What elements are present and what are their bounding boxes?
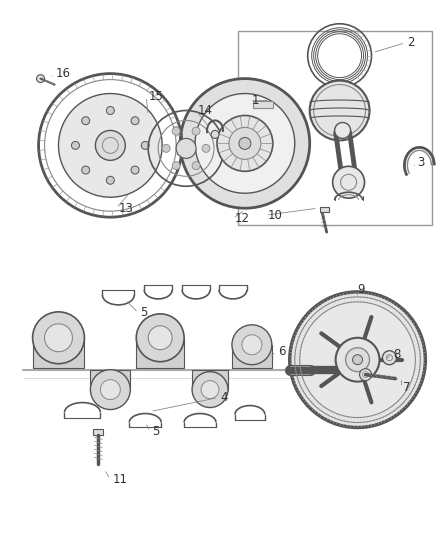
Circle shape [162,144,170,152]
Circle shape [82,166,90,174]
Circle shape [106,176,114,184]
Circle shape [176,139,196,158]
Text: 4: 4 [220,391,227,404]
Circle shape [360,369,371,381]
Circle shape [382,351,396,365]
Bar [192,370,228,390]
Circle shape [310,80,370,140]
Text: 16: 16 [56,67,71,80]
Bar [232,345,272,368]
Circle shape [229,127,261,159]
Circle shape [217,116,273,171]
Circle shape [131,166,139,174]
Text: 15: 15 [148,90,163,103]
Text: 5: 5 [152,425,159,438]
Circle shape [172,161,180,169]
Text: 5: 5 [140,306,148,319]
Text: 12: 12 [235,212,250,224]
Text: 1: 1 [252,94,259,107]
Circle shape [71,141,79,149]
Circle shape [195,94,295,193]
Circle shape [290,292,425,427]
Circle shape [95,131,125,160]
Text: 2: 2 [407,36,415,49]
Circle shape [201,381,219,399]
Text: 9: 9 [357,284,365,296]
Circle shape [106,107,114,115]
Circle shape [59,94,162,197]
Circle shape [131,117,139,125]
Circle shape [32,312,85,364]
Text: 3: 3 [417,156,425,169]
Circle shape [141,141,149,149]
Circle shape [346,348,370,372]
Bar [90,370,130,390]
Bar [93,430,103,435]
Circle shape [239,138,251,149]
Bar [320,207,328,212]
Circle shape [172,127,180,135]
Circle shape [242,335,262,355]
Circle shape [211,131,219,139]
Text: 7: 7 [403,381,411,394]
Text: 11: 11 [112,473,127,486]
Circle shape [336,338,379,382]
Circle shape [90,370,130,409]
Circle shape [180,78,310,208]
Circle shape [45,324,72,352]
Text: 10: 10 [268,208,283,222]
Bar [253,101,273,108]
Text: 14: 14 [198,104,213,117]
Circle shape [353,355,363,365]
Bar [238,31,432,225]
Circle shape [192,372,228,408]
Circle shape [100,379,120,400]
Circle shape [136,314,184,362]
Text: 8: 8 [393,348,401,361]
Circle shape [82,117,90,125]
Text: 6: 6 [278,345,285,358]
Circle shape [192,161,200,169]
Bar [32,338,85,368]
Circle shape [232,325,272,365]
Text: 13: 13 [118,201,133,215]
Circle shape [202,144,210,152]
Circle shape [37,75,45,83]
Circle shape [148,326,172,350]
Circle shape [332,166,364,198]
Circle shape [335,123,350,139]
Circle shape [192,127,200,135]
Bar [136,338,184,368]
